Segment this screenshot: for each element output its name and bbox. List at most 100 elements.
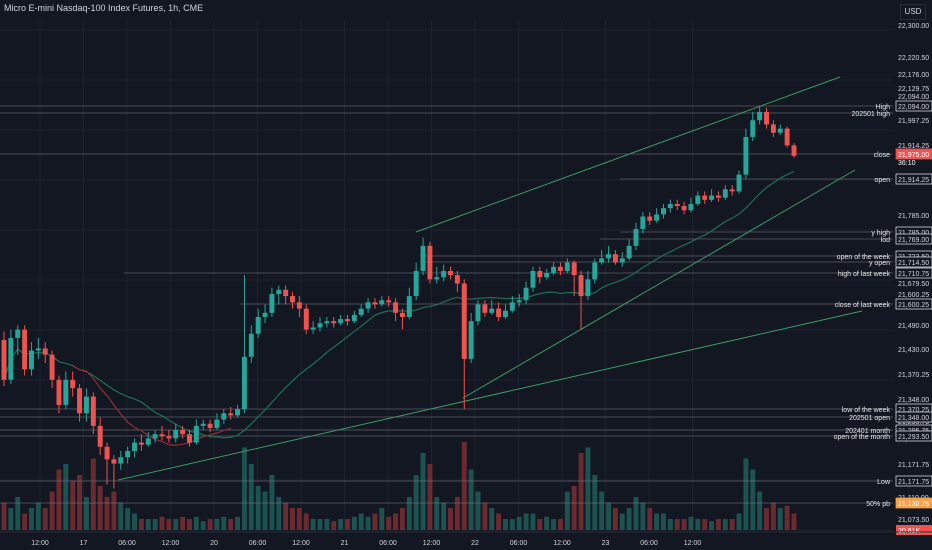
candle-body [633, 229, 639, 246]
trendline [415, 76, 841, 233]
volume-bar [399, 508, 405, 530]
volume-bar [56, 469, 62, 530]
price-tick: 21,679.50 [898, 281, 929, 288]
candle-body [681, 206, 687, 211]
level-label: 202501 high [851, 111, 890, 118]
volume-bar [269, 475, 275, 530]
candle-body [118, 457, 124, 464]
candle-body [695, 195, 701, 204]
candle-body [523, 287, 529, 301]
candle-body [626, 245, 632, 259]
volume-bar [1, 502, 7, 530]
volume-bar [180, 516, 186, 530]
candle-body [475, 304, 481, 322]
candle-body [173, 430, 179, 439]
candle-body [709, 195, 715, 200]
volume-bar [475, 491, 481, 530]
time-tick: 23 [602, 540, 610, 547]
volume-bar [228, 519, 234, 530]
volume-bar [35, 502, 41, 530]
price-label-box [895, 497, 932, 509]
volume-bar [461, 442, 467, 530]
price-label-text: 21,769.00 [898, 237, 929, 244]
price-label-box [895, 430, 932, 442]
volume-bar [345, 519, 350, 530]
candle-body [111, 459, 117, 464]
candle-body [702, 195, 708, 200]
candle-body [379, 300, 385, 305]
candle-body [269, 293, 275, 313]
volume-bar [331, 521, 337, 530]
volume-bar [420, 453, 426, 530]
candle-body [557, 266, 563, 271]
level-label: open of the week [837, 254, 891, 261]
candle-body [200, 423, 206, 426]
candle-body [35, 348, 41, 351]
level-label: close [874, 152, 890, 159]
price-tick: 22,220.50 [898, 55, 929, 62]
volume-bar [166, 519, 172, 530]
volume-bar [571, 486, 577, 530]
trendlines [117, 76, 863, 481]
volume-bar [324, 519, 330, 530]
price-label-box [895, 411, 932, 423]
volume-bar [619, 513, 625, 530]
candle-body [791, 145, 797, 156]
volume-bar [379, 508, 385, 530]
volume-bar [729, 519, 735, 530]
volume-bar [482, 502, 488, 530]
price-label-box [895, 148, 932, 160]
volume-bar [303, 513, 309, 530]
volume-bar [132, 513, 137, 530]
price-axis[interactable]: 22,300.0022,220.5022,176.0022,129.7522,0… [894, 0, 932, 550]
volume-bar [468, 469, 474, 530]
currency-button[interactable]: USD [900, 4, 926, 20]
candle-body [544, 273, 550, 278]
candle-body [482, 304, 488, 313]
volume-bar [770, 502, 776, 530]
level-label: low of the week [842, 407, 891, 414]
volume-bar [358, 513, 364, 530]
candle-body [22, 329, 28, 370]
time-tick: 17 [80, 540, 88, 547]
volume-bar [22, 513, 28, 530]
price-tick: 22,094.00 [898, 94, 929, 101]
volume-bar [152, 519, 158, 530]
time-tick: 21 [341, 540, 349, 547]
time-tick: 12:00 [162, 540, 180, 547]
chart-title: Micro E-mini Nasdaq-100 Index Futures, 1… [4, 3, 204, 13]
volume-bar [647, 508, 653, 530]
volume-bar [757, 491, 763, 530]
candle-body [764, 111, 769, 125]
volume-bar [448, 508, 453, 530]
candle-body [262, 312, 268, 318]
volume-bar [159, 516, 165, 530]
time-tick: 20 [210, 540, 218, 547]
volume-bars [1, 442, 797, 530]
candle-body [228, 413, 234, 416]
trendline [117, 310, 863, 481]
candle-body [448, 270, 453, 276]
candle-body [90, 396, 96, 426]
candle-body [207, 423, 213, 428]
volume-bar [8, 508, 14, 530]
time-axis[interactable]: 12:00 17 06:00 12:00 20 06:00 12:00 21 06:00 12:0… [0, 531, 932, 547]
volume-bar [413, 475, 419, 530]
volume-bar [70, 480, 76, 530]
candle-body [345, 319, 350, 322]
candle-body [49, 354, 55, 380]
candle-body [221, 413, 227, 420]
candle-body [647, 216, 653, 221]
volume-bar [351, 516, 357, 530]
volume-bar [509, 519, 515, 530]
volume-bar [695, 519, 701, 530]
price-label-text: 22,094.00 [898, 104, 929, 111]
candle-body [434, 277, 440, 280]
price-label-text: 21,171.75 [898, 479, 929, 486]
candle-body [592, 262, 598, 280]
time-tick: 12:00 [31, 540, 49, 547]
candle-body [420, 245, 426, 271]
time-tick: 06:00 [510, 540, 528, 547]
candle-body [132, 442, 137, 451]
